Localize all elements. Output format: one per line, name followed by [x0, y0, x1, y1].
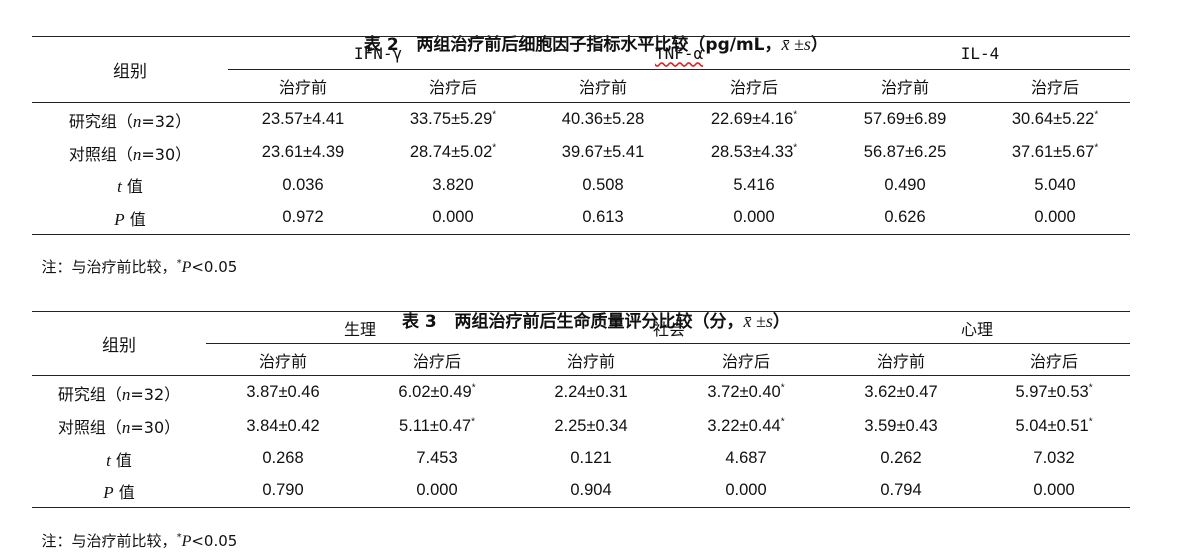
table2-col-tnf-label: TNF-α — [654, 43, 704, 63]
table2-group-header: 组别 — [32, 36, 228, 103]
table-row: 对照组（n=30） 23.61±4.39 28.74±5.02* 39.67±5… — [32, 137, 1130, 169]
table3-col-social: 社会 — [514, 311, 825, 344]
table-cell: 28.74±5.02* — [409, 142, 497, 161]
row-label: 研究组（n=32） — [68, 111, 192, 131]
table3-sub-after: 治疗后 — [360, 343, 515, 376]
table-cell: 3.62±0.47 — [864, 383, 938, 402]
table-cell: 3.87±0.46 — [246, 383, 320, 402]
table-cell: 3.59±0.43 — [864, 416, 938, 435]
table3-sub-before: 治疗前 — [206, 343, 360, 376]
table3-col-mental: 心理 — [824, 311, 1131, 344]
table2-sub-before: 治疗前 — [228, 69, 378, 103]
table-cell: 3.84±0.42 — [246, 416, 320, 435]
table-cell: 0.000 — [733, 208, 775, 227]
table-cell: 0.000 — [432, 208, 474, 227]
table-cell: 2.25±0.34 — [554, 416, 628, 435]
table2-sub-after: 治疗后 — [678, 69, 831, 103]
table-cell: 0.508 — [582, 175, 624, 194]
table-cell: 0.790 — [262, 481, 304, 500]
table-cell: 4.687 — [725, 449, 767, 467]
table-cell: 3.820 — [432, 175, 474, 194]
table2-note: 注：与治疗前比较，*P<0.05 — [41, 258, 238, 276]
table-cell: 5.04±0.51* — [1015, 416, 1093, 435]
table2-sub-before: 治疗前 — [830, 69, 981, 103]
table-cell: 0.000 — [725, 481, 767, 500]
table-cell: 56.87±6.25 — [863, 143, 947, 161]
row-label: P 值 — [103, 482, 135, 502]
table-cell: 0.121 — [570, 449, 612, 467]
table-cell: 0.626 — [884, 208, 926, 227]
table2-sub-before: 治疗前 — [528, 69, 679, 103]
table-cell: 57.69±6.89 — [863, 110, 947, 129]
table-cell: 30.64±5.22* — [1011, 109, 1099, 129]
table-cell: 3.22±0.44* — [707, 416, 785, 435]
table-row: 研究组（n=32） 3.87±0.46 6.02±0.49* 2.24±0.31… — [32, 376, 1130, 410]
table-row: t 值 0.036 3.820 0.508 5.416 0.490 5.040 — [32, 169, 1130, 202]
row-label: P 值 — [114, 209, 146, 229]
table-row: P 值 0.790 0.000 0.904 0.000 0.794 0.000 — [32, 475, 1131, 508]
row-label: 对照组（n=30） — [68, 144, 192, 164]
table-cell: 5.040 — [1034, 175, 1076, 194]
table3-note: 注：与治疗前比较，*P<0.05 — [41, 532, 238, 550]
table2-col-tnf: TNF-α — [528, 36, 831, 70]
table-cell: 0.268 — [262, 449, 304, 467]
table-cell: 0.904 — [570, 481, 612, 500]
table3-col-physical: 生理 — [206, 311, 515, 344]
table2-sub-after: 治疗后 — [378, 69, 529, 103]
table-cell: 33.75±5.29* — [409, 109, 497, 129]
table-cell: 0.794 — [880, 481, 922, 500]
table3: 组别 生理 社会 心理 治疗前 治疗后 治疗前 治疗后 治疗前 治疗后 研究组（… — [32, 311, 1131, 508]
table-cell: 5.416 — [733, 175, 775, 194]
table-cell: 40.36±5.28 — [561, 110, 645, 129]
table-cell: 37.61±5.67* — [1011, 142, 1099, 161]
table-cell: 23.61±4.39 — [261, 143, 345, 161]
table-cell: 6.02±0.49* — [398, 382, 476, 402]
table3-group-header: 组别 — [32, 311, 206, 376]
table-row: t 值 0.268 7.453 0.121 4.687 0.262 7.032 — [32, 443, 1130, 475]
table-cell: 0.036 — [282, 175, 324, 194]
table2-sub-after: 治疗后 — [980, 69, 1131, 103]
table-cell: 3.72±0.40* — [707, 382, 785, 402]
table-cell: 5.97±0.53* — [1015, 382, 1093, 402]
table-cell: 39.67±5.41 — [561, 143, 645, 161]
table-cell: 0.972 — [282, 208, 324, 227]
table2-col-ifn: IFN-γ — [228, 36, 529, 70]
table-cell: 0.000 — [1033, 481, 1075, 500]
table2: 组别 IFN-γ TNF-α IL-4 治疗前 治疗后 治疗前 治疗后 治疗前 … — [32, 36, 1131, 235]
table-cell: 0.613 — [582, 208, 624, 227]
row-label: 研究组（n=32） — [57, 384, 181, 404]
table-cell: 2.24±0.31 — [554, 383, 628, 402]
table-cell: 0.000 — [416, 481, 458, 500]
table-cell: 5.11±0.47* — [399, 416, 475, 435]
table-cell: 22.69±4.16* — [710, 109, 798, 129]
table-row: P 值 0.972 0.000 0.613 0.000 0.626 0.000 — [32, 202, 1131, 235]
table3-sub-before: 治疗前 — [514, 343, 669, 376]
table3-sub-after: 治疗后 — [978, 343, 1131, 376]
row-label: t 值 — [106, 450, 132, 470]
table3-sub-after: 治疗后 — [668, 343, 825, 376]
table-cell: 0.490 — [884, 175, 926, 194]
row-label: t 值 — [117, 177, 143, 196]
table2-col-il4: IL-4 — [830, 36, 1131, 70]
table-cell: 28.53±4.33* — [710, 142, 798, 161]
table-cell: 7.453 — [416, 449, 458, 467]
table-row: 对照组（n=30） 3.84±0.42 5.11±0.47* 2.25±0.34… — [32, 410, 1130, 443]
table-cell: 7.032 — [1033, 449, 1075, 467]
table-cell: 0.262 — [880, 449, 922, 467]
table-cell: 23.57±4.41 — [261, 110, 345, 129]
row-label: 对照组（n=30） — [57, 418, 181, 437]
table3-sub-before: 治疗前 — [824, 343, 979, 376]
table-row: 研究组（n=32） 23.57±4.41 33.75±5.29* 40.36±5… — [32, 103, 1130, 137]
table-cell: 0.000 — [1034, 208, 1076, 227]
